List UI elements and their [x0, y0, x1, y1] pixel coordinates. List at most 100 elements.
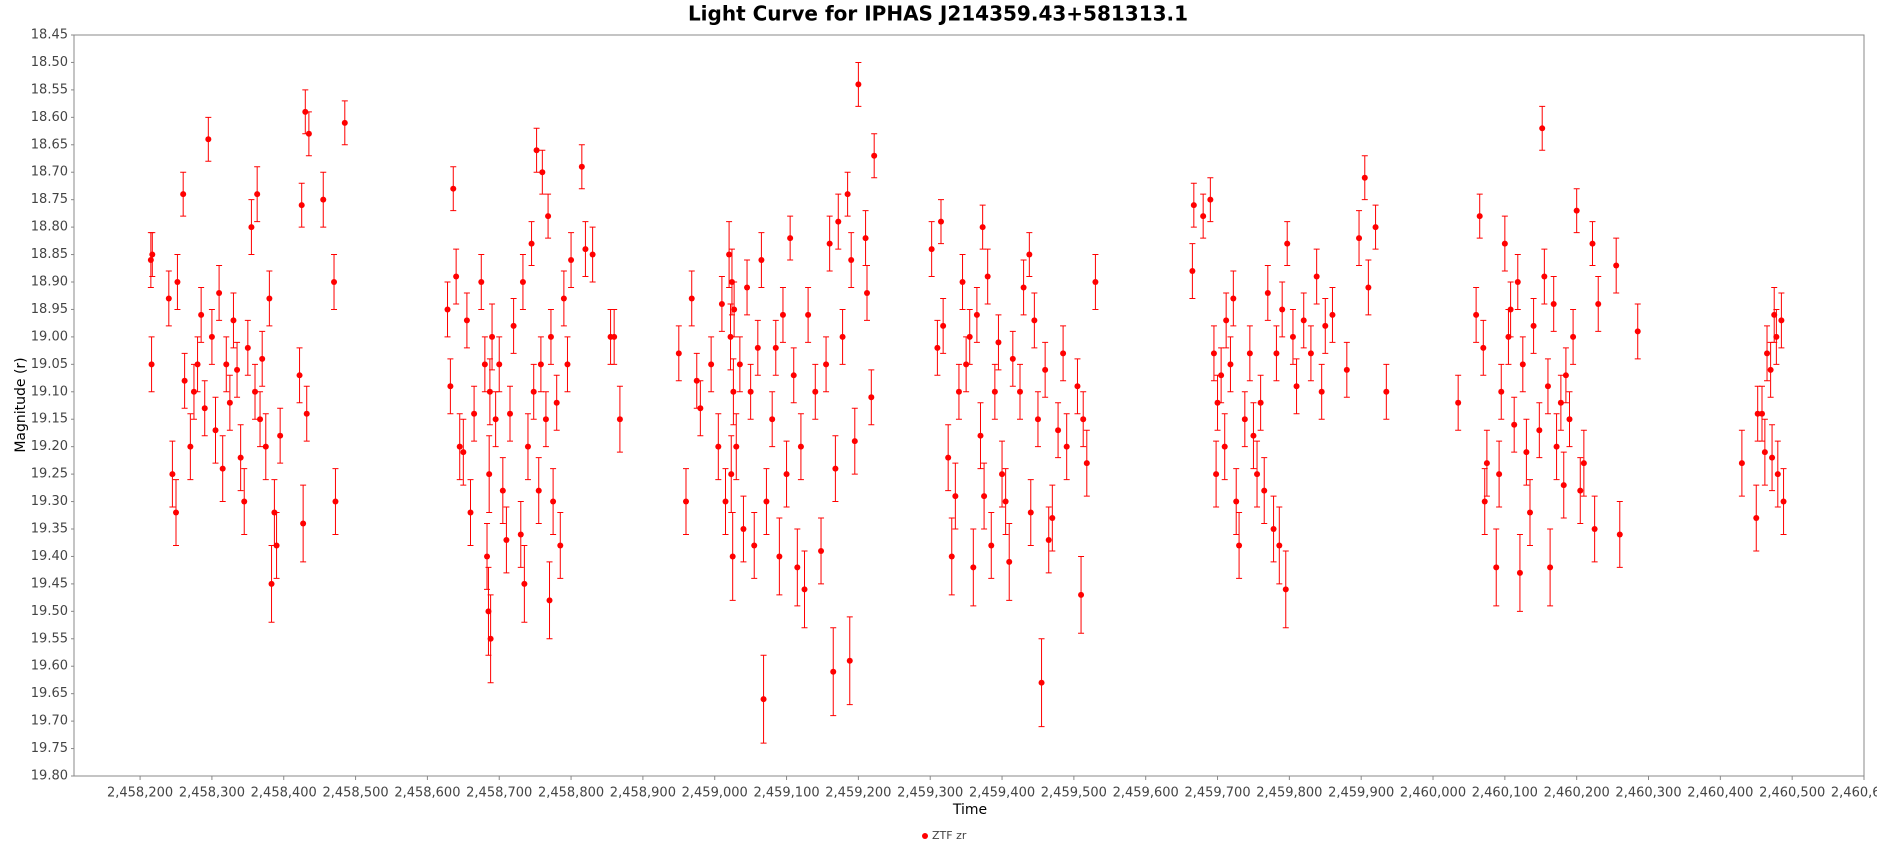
data-point [826, 240, 833, 247]
data-point [744, 284, 751, 291]
data-point [1562, 372, 1569, 379]
data-point [1613, 262, 1620, 269]
data-point [226, 399, 233, 406]
data-point [234, 366, 241, 373]
data-point [1273, 350, 1280, 357]
data-point [1270, 526, 1277, 532]
data-point [499, 487, 506, 494]
data-point [1034, 416, 1041, 423]
data-point [542, 416, 549, 423]
data-point [564, 361, 571, 368]
data-point [981, 493, 988, 500]
data-point [835, 218, 842, 225]
data-point [216, 289, 223, 296]
data-point [1218, 372, 1225, 379]
data-point [1507, 306, 1514, 313]
data-point [955, 388, 962, 395]
data-point [1307, 350, 1314, 357]
y-tick-label: 19.00 [31, 329, 68, 344]
data-point [519, 279, 526, 285]
data-point [1383, 388, 1390, 395]
data-point [1080, 416, 1087, 423]
data-point [1560, 482, 1567, 489]
data-point [320, 196, 327, 203]
data-point [266, 295, 273, 302]
data-point [165, 295, 172, 302]
data-point [1020, 284, 1027, 291]
data-point [1190, 202, 1197, 209]
data-point [1063, 443, 1070, 450]
data-point [550, 498, 557, 505]
x-tick-label: 2,460,400 [1687, 786, 1753, 801]
data-point [1557, 399, 1564, 406]
data-point [219, 465, 226, 472]
data-point [1284, 240, 1291, 247]
data-point [1329, 311, 1336, 318]
data-point [254, 191, 261, 198]
x-tick-label: 2,459,300 [897, 786, 963, 801]
data-point [1481, 498, 1488, 505]
data-point [1300, 317, 1307, 324]
data-point [776, 553, 783, 560]
data-point [1356, 235, 1363, 242]
data-point [194, 361, 201, 368]
data-point [503, 536, 510, 543]
data-point [169, 471, 176, 478]
data-point [1580, 460, 1587, 467]
y-tick-label: 18.80 [31, 220, 68, 235]
data-point [259, 355, 266, 362]
x-tick-label: 2,460,100 [1472, 786, 1538, 801]
data-point [456, 443, 463, 450]
data-point [1214, 399, 1221, 406]
data-point [812, 388, 819, 395]
data-point [787, 235, 794, 242]
data-point [484, 553, 491, 560]
data-point [212, 427, 219, 434]
x-tick-label: 2,460,300 [1615, 786, 1681, 801]
data-point [1289, 333, 1296, 340]
y-tick-label: 19.25 [31, 467, 68, 482]
data-point [934, 344, 941, 351]
data-point [952, 493, 959, 500]
data-point [730, 388, 737, 395]
y-tick-label: 19.50 [31, 604, 68, 619]
data-point [180, 191, 187, 198]
data-point [201, 405, 208, 412]
data-point [697, 405, 704, 412]
data-point [844, 191, 851, 198]
data-point [1539, 125, 1546, 132]
data-point [489, 333, 496, 340]
data-point [1282, 586, 1289, 593]
data-point [1230, 295, 1237, 302]
x-tick-label: 2,459,600 [1113, 786, 1179, 801]
y-tick-label: 19.80 [31, 769, 68, 784]
data-point [1343, 366, 1350, 373]
x-tick-label: 2,460,200 [1544, 786, 1610, 801]
data-point [1773, 333, 1780, 340]
data-point [839, 333, 846, 340]
data-point [846, 657, 853, 664]
data-point [1553, 443, 1560, 450]
y-tick-label: 19.60 [31, 659, 68, 674]
data-point [959, 279, 966, 285]
y-tick-label: 18.70 [31, 165, 68, 180]
data-point [1780, 498, 1787, 505]
data-point [190, 388, 197, 395]
data-point [1210, 350, 1217, 357]
data-point [758, 257, 765, 264]
y-tick-label: 19.35 [31, 522, 68, 537]
data-point [1519, 361, 1526, 368]
data-point [149, 251, 156, 258]
data-point [305, 130, 312, 137]
data-point [1759, 410, 1766, 417]
data-point [1365, 284, 1372, 291]
data-point [1530, 322, 1537, 329]
x-tick-label: 2,458,300 [179, 786, 245, 801]
y-tick-label: 19.70 [31, 714, 68, 729]
data-point [1078, 591, 1085, 598]
data-point [1493, 564, 1500, 571]
data-point [871, 152, 878, 159]
plot-area [73, 34, 1865, 777]
data-point [1616, 531, 1623, 538]
